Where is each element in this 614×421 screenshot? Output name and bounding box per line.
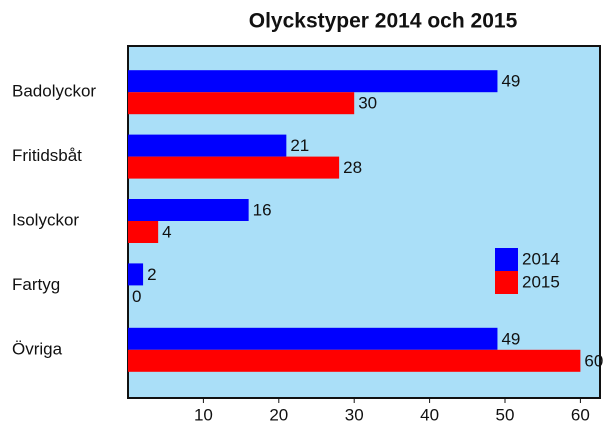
- x-tick-label: 60: [571, 405, 590, 421]
- data-label: 49: [501, 72, 520, 91]
- legend-swatch: [495, 248, 518, 271]
- bar: [128, 349, 581, 372]
- y-tick-label: Isolyckor: [12, 210, 79, 229]
- bar: [128, 221, 159, 243]
- bar: [128, 327, 498, 350]
- y-tick-label: Övriga: [12, 339, 63, 358]
- bar: [128, 156, 340, 179]
- bar: [128, 70, 498, 93]
- chart-title: Olyckstyper 2014 och 2015: [249, 10, 518, 33]
- bar: [128, 92, 355, 115]
- x-tick-label: 10: [194, 405, 213, 421]
- legend-label: 2015: [522, 272, 560, 291]
- legend-label: 2014: [522, 249, 560, 268]
- bar: [128, 134, 287, 157]
- data-label: 0: [132, 287, 141, 306]
- y-tick-label: Badolyckor: [12, 82, 96, 101]
- bar: [128, 263, 144, 286]
- x-tick-label: 50: [496, 405, 515, 421]
- data-label: 4: [162, 222, 171, 241]
- data-label: 21: [290, 136, 309, 155]
- data-label: 60: [584, 351, 603, 370]
- data-label: 16: [253, 200, 272, 219]
- data-label: 30: [358, 94, 377, 113]
- y-tick-label: Fritidsbåt: [12, 146, 82, 165]
- data-label: 49: [501, 329, 520, 348]
- data-label: 28: [343, 158, 362, 177]
- y-tick-label: Fartyg: [12, 275, 60, 294]
- x-tick-label: 30: [345, 405, 364, 421]
- x-tick-label: 20: [269, 405, 288, 421]
- data-label: 2: [147, 265, 156, 284]
- x-tick-label: 40: [420, 405, 439, 421]
- legend-swatch: [495, 271, 518, 294]
- bar: [128, 199, 249, 221]
